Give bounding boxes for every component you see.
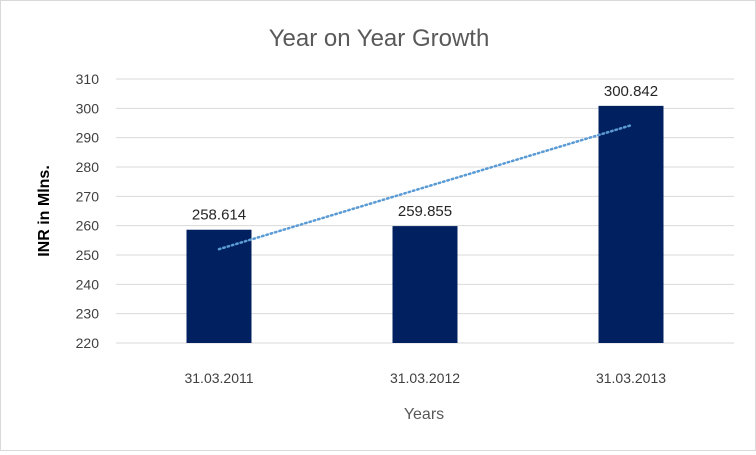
bar xyxy=(598,105,664,343)
data-label: 259.855 xyxy=(398,203,452,220)
y-tick-label: 260 xyxy=(76,218,100,234)
y-tick-label: 280 xyxy=(76,159,100,175)
bar xyxy=(392,226,458,343)
y-tick-label: 240 xyxy=(76,276,100,292)
y-tick-label: 290 xyxy=(76,130,100,146)
y-axis-ticks: 220 230 240 250 260 270 280 290 300 310 xyxy=(76,71,100,351)
bar xyxy=(186,229,252,343)
x-tick-label: 31.03.2012 xyxy=(390,370,460,386)
y-tick-label: 250 xyxy=(76,247,100,263)
bars xyxy=(186,105,664,343)
trendline-group xyxy=(217,124,633,251)
y-tick-label: 270 xyxy=(76,188,100,204)
data-label: 258.614 xyxy=(192,207,246,224)
x-tick-label: 31.03.2013 xyxy=(596,370,666,386)
y-tick-label: 310 xyxy=(76,71,100,87)
data-label: 300.842 xyxy=(604,83,658,100)
y-axis-title: INR in Mlns. xyxy=(36,165,53,257)
chart-title: Year on Year Growth xyxy=(269,25,490,52)
y-tick-label: 220 xyxy=(76,335,100,351)
x-tick-label: 31.03.2011 xyxy=(184,370,253,386)
data-labels: 258.614 259.855 300.842 xyxy=(192,83,658,224)
y-tick-label: 300 xyxy=(76,100,100,116)
trendline xyxy=(217,124,633,251)
x-axis-ticks: 31.03.2011 31.03.2012 31.03.2013 xyxy=(184,370,666,386)
y-tick-label: 230 xyxy=(76,306,100,322)
x-axis-title: Years xyxy=(404,406,444,423)
